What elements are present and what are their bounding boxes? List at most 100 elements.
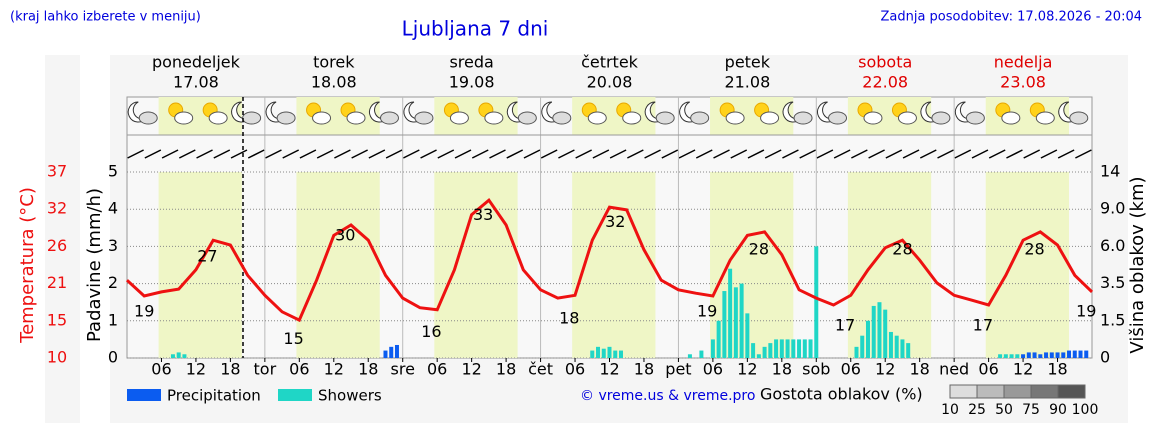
day-name: petek [725, 53, 771, 72]
precip-bar [814, 246, 819, 358]
wind-barb [575, 149, 592, 159]
wind-barb [678, 149, 696, 159]
day-date: 23.08 [1000, 73, 1046, 92]
temp-label: 15 [283, 329, 303, 348]
daylight-icons [985, 97, 1070, 135]
precip-bar [176, 352, 181, 358]
daylight [296, 172, 380, 358]
cloud-icon [242, 111, 262, 125]
day-name: sobota [858, 53, 912, 72]
precip-bar [687, 354, 692, 358]
wind-barb [1023, 149, 1041, 159]
cloud-legend-label: 90 [1049, 402, 1067, 418]
x-tick-label: 06 [978, 360, 998, 379]
precip-bar [733, 287, 738, 358]
x-tick-label: 12 [875, 360, 895, 379]
cloud-icon [828, 111, 848, 125]
wind-barb [437, 149, 455, 159]
cloud-tick-label: 9.0 [1100, 199, 1125, 218]
x-tick-label: 12 [461, 360, 481, 379]
wind-barb [230, 149, 248, 159]
precip-bar [1055, 352, 1060, 358]
daylight [847, 172, 932, 358]
daylight [434, 172, 518, 358]
x-tick-label: 06 [565, 360, 585, 379]
x-tick-label: sob [802, 360, 830, 379]
precip-bar [1049, 352, 1054, 358]
precip-bar [1072, 350, 1077, 358]
temperature-line [125, 197, 1094, 323]
precip-bar [791, 339, 796, 358]
day-date: 18.08 [311, 73, 357, 92]
x-tick-label: 06 [151, 360, 171, 379]
precip-bar [1038, 354, 1043, 358]
precip-bar [716, 320, 721, 358]
cloud-icon [312, 111, 332, 125]
left-panel [45, 55, 80, 423]
cloud-legend-label: 25 [968, 402, 986, 418]
cloud-legend-label: 10 [941, 402, 959, 418]
wind-barb [523, 149, 541, 159]
wind-barb [592, 149, 610, 159]
precip-bar [802, 339, 807, 358]
x-tick-label: 12 [737, 360, 757, 379]
cloud-tick-label: 3.5 [1100, 273, 1125, 292]
cloud-icon [414, 111, 434, 125]
precip-bar [728, 268, 733, 358]
temp-axis-label: Temperatura (°C) [17, 187, 38, 344]
cloud-icon [174, 111, 194, 125]
wind-barb [1006, 149, 1023, 159]
precip-bar [779, 339, 784, 358]
daylight-icons [847, 97, 932, 135]
temp-tick-label: 15 [47, 310, 67, 329]
y-tick-label: 3 [108, 236, 118, 255]
temp-label: 30 [335, 226, 355, 245]
temp-label: 17 [973, 315, 993, 334]
cloud-icon [863, 111, 883, 125]
cloud-icon [208, 111, 228, 125]
cloud-tick-label: 0 [1100, 348, 1110, 367]
wind-barb [1057, 149, 1075, 159]
daylight [985, 172, 1070, 358]
x-tick-label: 06 [289, 360, 309, 379]
x-tick-label: 12 [599, 360, 619, 379]
wind-barb [558, 149, 575, 159]
day-name: ponedeljek [152, 53, 241, 72]
wind-barb [489, 149, 506, 159]
wind-barb [919, 149, 937, 159]
day-date: 20.08 [587, 73, 633, 92]
wind-barb [833, 149, 851, 159]
wind-barb [902, 149, 920, 159]
wind-barb [782, 149, 799, 159]
wind-barb [713, 149, 730, 159]
precip-bar [1084, 350, 1089, 358]
cloud-axis-label: Višina oblakov (km) [1127, 176, 1148, 353]
precip-bar [1061, 352, 1066, 358]
temp-label: 28 [749, 240, 769, 259]
cloud-icon [965, 111, 985, 125]
wind-barb [127, 149, 144, 159]
wind-barb [885, 149, 903, 159]
precip-bar [756, 354, 761, 358]
temp-label: 18 [559, 308, 579, 327]
cloud-icon [276, 111, 296, 125]
wind-barb [454, 149, 472, 159]
precip-bar [808, 339, 813, 358]
precip-bar [389, 346, 394, 358]
wind-barb [730, 149, 748, 159]
x-tick-label: ned [939, 360, 969, 379]
cloud-tick-label: 1.5 [1100, 310, 1125, 329]
cloud-legend-box [1030, 384, 1059, 399]
cloud-legend-label: 75 [1022, 402, 1040, 418]
precip-bar [607, 346, 612, 358]
update-time: Zadnja posodobitev: 17.08.2026 - 20:04 [880, 10, 1142, 25]
wind-barb [799, 149, 817, 159]
temp-tick-label: 26 [47, 236, 67, 255]
x-tick-label: 18 [909, 360, 929, 379]
cloud-icon [484, 111, 504, 125]
wind-barb [506, 149, 524, 159]
wind-barb [213, 149, 231, 159]
precip-bar [768, 343, 773, 358]
x-tick-label: pet [665, 360, 691, 379]
x-tick-label: 18 [634, 360, 654, 379]
